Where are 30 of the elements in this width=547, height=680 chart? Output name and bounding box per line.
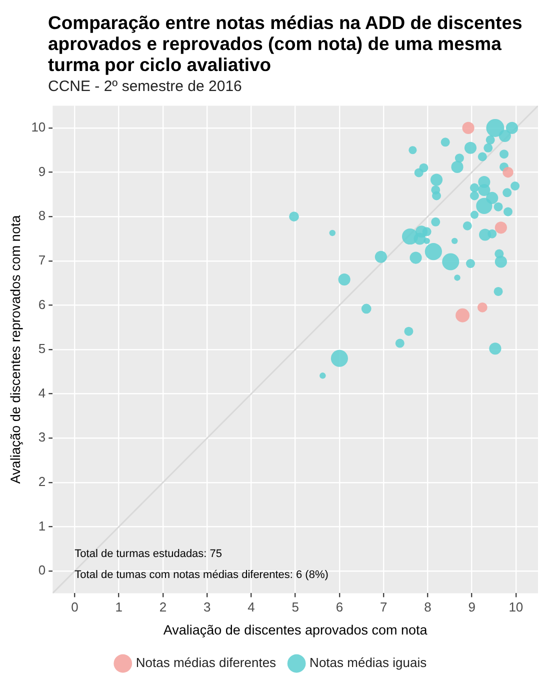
y-tick-label: 9	[38, 164, 46, 179]
x-tick-label: 7	[380, 600, 388, 615]
x-tick-label: 3	[203, 600, 211, 615]
x-tick-label: 1	[115, 600, 122, 615]
y-tick-label: 0	[38, 562, 46, 578]
x-tick-label: 10	[508, 600, 524, 615]
x-tick-label: 2	[159, 600, 167, 615]
x-tick-label: 8	[424, 600, 432, 615]
y-tick-label: 4	[38, 385, 46, 400]
y-tick-label: 7	[38, 252, 46, 268]
y-tick-label: 8	[38, 208, 46, 224]
chart-title: Comparação entre notas médias na ADD de discentes aprovados e reprovados (com nota) de uma mesma turma por ciclo avaliativo	[48, 12, 524, 75]
chart-subtitle: CCNE - 2º semestre de 2016	[48, 78, 243, 95]
y-tick-label: 3	[38, 430, 46, 445]
y-tick-label: 2	[38, 474, 46, 490]
x-tick-label: 5	[292, 600, 299, 615]
y-tick-label: 1	[38, 518, 46, 534]
x-tick-label: 0	[71, 600, 78, 615]
y-tick-label: 10	[31, 120, 46, 135]
y-tick-label: 5	[38, 341, 46, 356]
annotation: Total de tumas com notas médias diferentes: 6 (8%)	[74, 569, 328, 582]
x-tick-label: 9	[468, 600, 476, 615]
x-tick-label: 6	[336, 600, 344, 615]
x-tick-label: 4	[248, 600, 255, 615]
y-tick-label: 6	[38, 296, 46, 312]
x-axis-title: Avaliação de discentes aprovados com nota	[163, 622, 428, 638]
legend-label: Notas médias diferentes	[136, 655, 277, 670]
y-axis-title: Avaliação de discentes reprovados com nota	[8, 214, 23, 484]
annotation: Total de turmas estudadas: 75	[74, 548, 222, 560]
legend-label: Notas médias iguais	[310, 655, 428, 670]
